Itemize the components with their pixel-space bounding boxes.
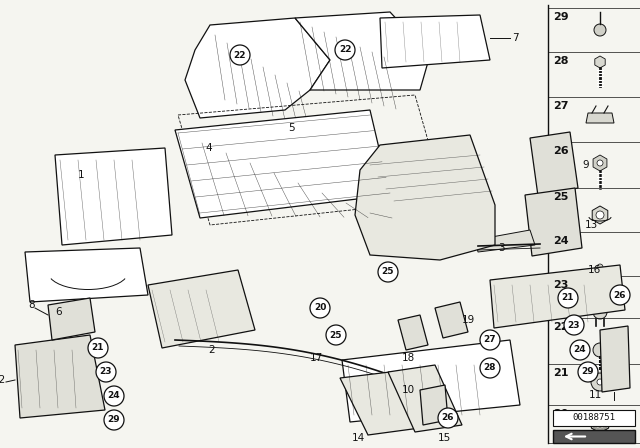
Text: 18: 18 xyxy=(402,353,415,363)
Circle shape xyxy=(596,211,604,219)
Text: 20: 20 xyxy=(314,303,326,313)
Text: 8: 8 xyxy=(28,300,35,310)
Text: 15: 15 xyxy=(438,433,451,443)
Circle shape xyxy=(597,264,603,270)
Text: 12: 12 xyxy=(0,375,6,385)
Text: 28: 28 xyxy=(553,56,568,66)
Circle shape xyxy=(591,373,609,391)
Circle shape xyxy=(564,315,584,335)
Text: 6: 6 xyxy=(55,307,61,317)
Polygon shape xyxy=(553,430,635,443)
Text: 3: 3 xyxy=(498,243,504,253)
Text: 11: 11 xyxy=(588,390,602,400)
Polygon shape xyxy=(435,302,468,338)
Text: 26: 26 xyxy=(614,290,627,300)
Text: 14: 14 xyxy=(352,433,365,443)
Polygon shape xyxy=(25,248,148,302)
Text: 00188751: 00188751 xyxy=(573,414,616,422)
Text: 23: 23 xyxy=(568,320,580,329)
Circle shape xyxy=(230,45,250,65)
Text: 29: 29 xyxy=(108,415,120,425)
Text: 2: 2 xyxy=(208,345,214,355)
Polygon shape xyxy=(475,230,535,252)
Circle shape xyxy=(480,358,500,378)
Circle shape xyxy=(597,160,603,166)
Text: 25: 25 xyxy=(330,331,342,340)
Polygon shape xyxy=(48,298,95,340)
Circle shape xyxy=(558,288,578,308)
Circle shape xyxy=(326,325,346,345)
Polygon shape xyxy=(55,148,172,245)
Circle shape xyxy=(593,343,607,357)
Circle shape xyxy=(104,410,124,430)
Text: 28: 28 xyxy=(484,363,496,372)
Circle shape xyxy=(438,408,458,428)
Text: 27: 27 xyxy=(484,336,496,345)
Text: 19: 19 xyxy=(462,315,476,325)
Text: 4: 4 xyxy=(205,143,212,153)
Circle shape xyxy=(597,379,603,385)
Text: 24: 24 xyxy=(553,236,568,246)
Polygon shape xyxy=(355,135,495,260)
Polygon shape xyxy=(600,326,630,392)
Text: 7: 7 xyxy=(512,33,518,43)
Circle shape xyxy=(594,24,606,36)
Polygon shape xyxy=(586,113,614,123)
Circle shape xyxy=(480,330,500,350)
Circle shape xyxy=(596,419,604,427)
Text: 22: 22 xyxy=(339,46,351,55)
Circle shape xyxy=(610,285,630,305)
Text: 20: 20 xyxy=(553,409,568,419)
Polygon shape xyxy=(525,188,582,256)
Circle shape xyxy=(104,386,124,406)
Polygon shape xyxy=(490,265,625,328)
Text: 21: 21 xyxy=(562,293,574,302)
Text: 21: 21 xyxy=(553,368,568,378)
Polygon shape xyxy=(398,315,428,350)
Text: 26: 26 xyxy=(442,414,454,422)
Circle shape xyxy=(96,362,116,382)
Polygon shape xyxy=(175,110,390,218)
Text: 16: 16 xyxy=(588,265,601,275)
Text: 29: 29 xyxy=(553,12,568,22)
Text: 9: 9 xyxy=(582,160,589,170)
Polygon shape xyxy=(420,385,448,425)
Text: 26: 26 xyxy=(553,146,568,156)
Circle shape xyxy=(88,338,108,358)
Text: 29: 29 xyxy=(582,367,595,376)
Circle shape xyxy=(378,262,398,282)
Circle shape xyxy=(570,340,590,360)
Text: 22: 22 xyxy=(553,322,568,332)
Circle shape xyxy=(578,362,598,382)
Circle shape xyxy=(310,298,330,318)
Text: 23: 23 xyxy=(100,367,112,376)
Polygon shape xyxy=(148,270,255,348)
Polygon shape xyxy=(380,15,490,68)
Polygon shape xyxy=(185,18,330,118)
Polygon shape xyxy=(15,335,105,418)
Text: 24: 24 xyxy=(108,392,120,401)
FancyBboxPatch shape xyxy=(553,410,635,426)
Text: 25: 25 xyxy=(553,192,568,202)
Text: 17: 17 xyxy=(310,353,323,363)
Text: 24: 24 xyxy=(573,345,586,354)
Polygon shape xyxy=(340,372,420,435)
Polygon shape xyxy=(388,365,462,432)
Text: 21: 21 xyxy=(92,344,104,353)
Text: 27: 27 xyxy=(553,101,568,111)
Circle shape xyxy=(593,305,607,319)
Text: 25: 25 xyxy=(381,267,394,276)
Text: 5: 5 xyxy=(288,123,294,133)
Text: 10: 10 xyxy=(402,385,415,395)
Text: 1: 1 xyxy=(78,170,84,180)
Circle shape xyxy=(335,40,355,60)
Polygon shape xyxy=(530,132,578,196)
Text: 13: 13 xyxy=(585,220,598,230)
Text: 22: 22 xyxy=(234,51,246,60)
Polygon shape xyxy=(342,340,520,422)
Text: 23: 23 xyxy=(553,280,568,290)
Polygon shape xyxy=(295,12,430,90)
